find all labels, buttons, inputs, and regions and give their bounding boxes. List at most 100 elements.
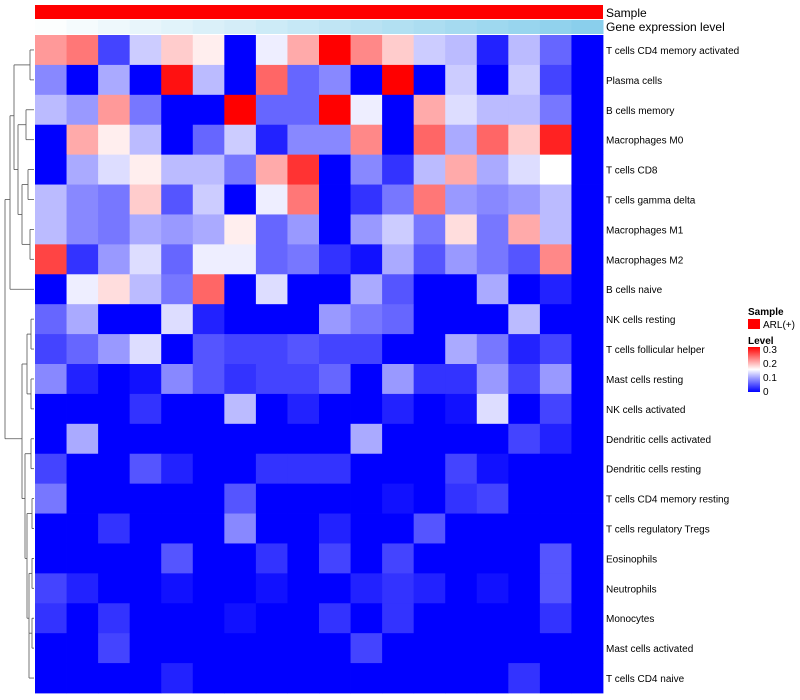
heatmap-cell (382, 483, 415, 514)
heatmap-cell (161, 543, 194, 574)
gene-expression-track-segment (571, 20, 604, 34)
heatmap-cell (129, 393, 162, 425)
heatmap-cell (66, 274, 99, 305)
heatmap-cell (287, 483, 320, 514)
heatmap-cell (35, 154, 67, 185)
heatmap-cell (287, 543, 320, 574)
heatmap-cell (508, 214, 541, 245)
heatmap-cell (350, 423, 383, 455)
heatmap-cell (413, 334, 446, 365)
heatmap-cell (508, 274, 541, 305)
heatmap-cell (224, 124, 257, 156)
heatmap-cell (161, 603, 194, 634)
heatmap-cell (571, 663, 604, 694)
heatmap-cell (319, 124, 351, 156)
heatmap-cell (66, 35, 99, 66)
heatmap-cell (476, 453, 509, 485)
heatmap-cell (129, 603, 162, 634)
heatmap-cell (98, 184, 131, 215)
heatmap-cell (382, 364, 415, 395)
heatmap-cell (161, 513, 194, 544)
heatmap-cell (129, 35, 162, 66)
heatmap-cell (98, 334, 131, 365)
heatmap-cell (571, 274, 604, 305)
heatmap-cell (35, 663, 67, 694)
legend: Sample ARL(+) Level 0.3 0.2 0.1 0 (748, 307, 795, 398)
heatmap-cell (98, 453, 131, 485)
heatmap-cell (319, 663, 351, 694)
heatmap-cell (350, 184, 383, 215)
heatmap-cell (413, 124, 446, 156)
heatmap-cell (539, 393, 572, 425)
heatmap-cell (413, 513, 446, 544)
heatmap-cell (224, 214, 257, 245)
heatmap-cell (224, 64, 257, 96)
heatmap-cell (129, 663, 162, 694)
heatmap-cell (413, 364, 446, 395)
heatmap-cell (192, 633, 225, 664)
heatmap-cell (66, 573, 99, 604)
heatmap-cell (382, 154, 415, 185)
heatmap-cell (382, 603, 415, 634)
heatmap-cell (192, 663, 225, 694)
heatmap-cell (413, 633, 446, 664)
heatmap-cell (98, 603, 131, 634)
gene-expression-track-segment (319, 20, 352, 34)
heatmap-cell (192, 214, 225, 245)
heatmap-cell (129, 513, 162, 544)
heatmap-cell (66, 543, 99, 574)
heatmap-cell (445, 214, 478, 245)
gene-expression-track-segment (413, 20, 446, 34)
heatmap-cell (413, 184, 446, 215)
heatmap-cell (382, 633, 415, 664)
heatmap-cells (35, 35, 604, 694)
heatmap-cell (413, 274, 446, 305)
heatmap-cell (98, 483, 131, 514)
heatmap-cell (571, 453, 604, 485)
heatmap-cell (255, 64, 288, 96)
heatmap-cell (224, 154, 257, 185)
heatmap-cell (224, 94, 257, 126)
heatmap-cell (287, 453, 320, 485)
heatmap-cell (35, 603, 67, 634)
heatmap-cell (413, 423, 446, 455)
row-label: Macrophages M1 (606, 225, 684, 236)
heatmap-cell (445, 274, 478, 305)
heatmap-cell (98, 543, 131, 574)
heatmap-cell (539, 633, 572, 664)
heatmap-cell (98, 154, 131, 185)
heatmap-cell (508, 543, 541, 574)
heatmap-cell (539, 663, 572, 694)
heatmap-cell (224, 35, 257, 66)
heatmap-cell (192, 35, 225, 66)
heatmap-cell (161, 453, 194, 485)
heatmap-cell (445, 154, 478, 185)
heatmap-cell (255, 543, 288, 574)
heatmap-cell (98, 633, 131, 664)
heatmap-cell (161, 423, 194, 455)
heatmap-cell (35, 513, 67, 544)
row-dendrogram (4, 49, 34, 679)
gene-expression-track-segment (66, 20, 99, 34)
heatmap-cell (413, 304, 446, 335)
heatmap-cell (571, 244, 604, 275)
row-label: NK cells activated (606, 405, 685, 416)
heatmap-cell (129, 633, 162, 664)
row-label: T cells gamma delta (606, 196, 696, 207)
heatmap-cell (382, 513, 415, 544)
heatmap-cell (129, 64, 162, 96)
heatmap-cell (539, 154, 572, 185)
heatmap-cell (476, 423, 509, 455)
heatmap-cell (287, 393, 320, 425)
heatmap-cell (571, 364, 604, 395)
gene-expression-track-segment (508, 20, 541, 34)
heatmap-cell (255, 274, 288, 305)
heatmap-cell (161, 184, 194, 215)
heatmap-cell (192, 453, 225, 485)
heatmap-cell (508, 244, 541, 275)
heatmap-cell (382, 453, 415, 485)
heatmap-cell (319, 603, 351, 634)
heatmap-cell (255, 633, 288, 664)
heatmap-cell (224, 513, 257, 544)
